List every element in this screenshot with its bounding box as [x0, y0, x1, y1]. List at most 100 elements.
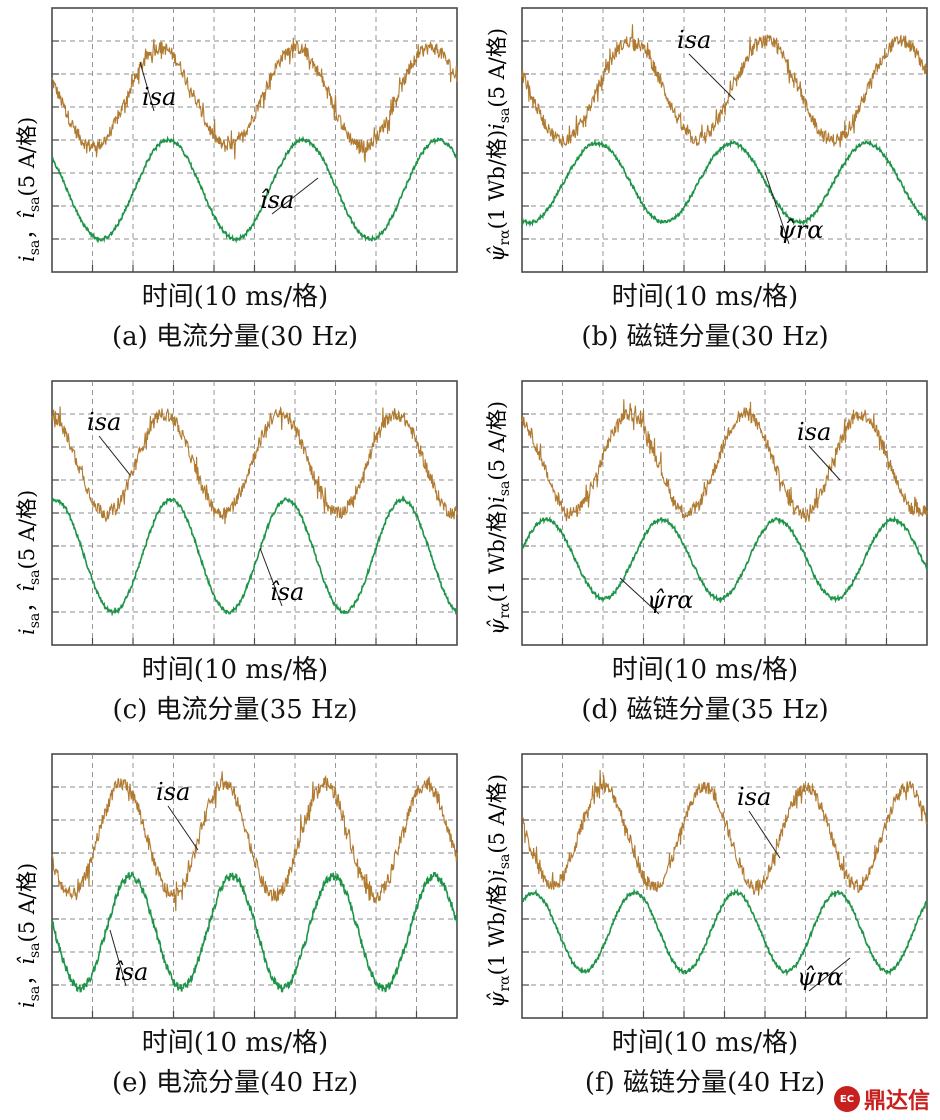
ylabel-part: ψ̂	[485, 618, 509, 635]
trace-_sa-a	[51, 135, 458, 244]
ylabel-part: (1 Wb/格)	[485, 503, 509, 603]
series-label-e-1: îsa	[114, 958, 148, 986]
leader-a-1	[271, 177, 319, 215]
ylabel-a: isa，îsa(5 A/格)	[15, 117, 43, 262]
caption-e: (e) 电流分量(40 Hz)	[112, 1068, 358, 1098]
caption-a: (a) 电流分量(30 Hz)	[111, 322, 359, 352]
ylabel-part: rα	[497, 602, 513, 619]
xlabel-f: 时间(10 ms/格)	[611, 1028, 799, 1058]
leader-c-0	[98, 435, 131, 476]
leader-d-0	[808, 445, 841, 481]
trace-i_sa-f	[521, 769, 928, 896]
ylabel-part: i	[15, 628, 39, 635]
ylabel-f: ψ̂rα(1 Wb/格)isa(5 A/格)	[485, 774, 513, 1008]
ylabel-part: î	[15, 583, 39, 592]
leader-c-1	[259, 547, 283, 607]
series-label-f-1: ψ̂rα	[797, 963, 844, 991]
trace-_sa-c	[51, 495, 458, 617]
ylabel-part: (5 A/格)	[485, 774, 509, 854]
ylabel-b: ψ̂rα(1 Wb/格)isa(5 A/格)	[485, 28, 513, 262]
panel-e: isa îsa isa，îsa(5 A/格) 时间(10 ms/格) (e) 电流分…	[0, 746, 470, 1119]
ylabel-part: sa	[27, 943, 43, 959]
leader-f-1	[808, 957, 851, 992]
xlabel-b: 时间(10 ms/格)	[611, 282, 799, 312]
ylabel-part: i	[15, 255, 39, 262]
leader-f-0	[748, 810, 781, 859]
ylabel-part: ，	[15, 592, 39, 613]
xlabel-a: 时间(10 ms/格)	[141, 282, 329, 312]
caption-f: (f) 磁链分量(40 Hz)	[584, 1068, 826, 1098]
panel-c: isa îsa isa，îsa(5 A/格) 时间(10 ms/格) (c) 电流分…	[0, 373, 470, 746]
ylabel-part: î	[15, 210, 39, 219]
ylabel-part: ψ̂	[485, 991, 509, 1008]
ylabel-part: (5 A/格)	[15, 490, 39, 570]
caption-c: (c) 电流分量(35 Hz)	[112, 695, 358, 725]
watermark-text: 鼎达信	[863, 1089, 930, 1114]
caption-b: (b) 磁链分量(30 Hz)	[581, 322, 829, 352]
ylabel-part: sa	[497, 108, 513, 124]
logo-mark-icon: EC	[833, 1086, 860, 1112]
ylabel-part: ψ̂	[485, 245, 509, 262]
ylabel-part: sa	[497, 854, 513, 870]
ylabel-part: rα	[497, 229, 513, 246]
ylabel-d: ψ̂rα(1 Wb/格)isa(5 A/格)	[485, 401, 513, 635]
leader-e-0	[167, 805, 199, 851]
ylabel-c: isa，îsa(5 A/格)	[15, 490, 43, 635]
ylabel-part: (1 Wb/格)	[485, 876, 509, 976]
ylabel-part: sa	[27, 570, 43, 586]
watermark-logo: EC 鼎达信	[829, 1082, 934, 1116]
ylabel-part: i	[485, 123, 509, 130]
trace-_r-d	[521, 515, 928, 604]
series-label-a-0: isa	[142, 83, 176, 111]
panel-f: isa ψ̂rα ψ̂rα(1 Wb/格)isa(5 A/格) 时间(10 ms/格…	[470, 746, 940, 1119]
series-label-b-1: ψ̂rα	[777, 216, 824, 244]
series-label-e-0: isa	[156, 778, 190, 806]
trace-i_sa-d	[521, 399, 928, 523]
trace-i_sa-b	[521, 24, 928, 148]
ylabel-part: (1 Wb/格)	[485, 130, 509, 230]
ylabel-part: (5 A/格)	[15, 863, 39, 943]
xlabel-e: 时间(10 ms/格)	[141, 1028, 329, 1058]
series-label-d-1: ψ̂rα	[647, 586, 694, 614]
ylabel-part: sa	[27, 240, 43, 256]
series-label-d-0: isa	[797, 418, 831, 446]
series-label-f-0: isa	[737, 783, 771, 811]
leader-b-1	[764, 171, 790, 245]
ylabel-part: ，	[15, 219, 39, 240]
panel-d: isa ψ̂rα ψ̂rα(1 Wb/格)isa(5 A/格) 时间(10 ms/格…	[470, 373, 940, 746]
ylabel-part: sa	[27, 197, 43, 213]
leader-e-1	[109, 929, 127, 987]
trace-i_sa-a	[51, 37, 458, 163]
series-label-a-1: îsa	[260, 186, 294, 214]
ylabel-part: sa	[497, 481, 513, 497]
panel-a: isa îsa isa，îsa(5 A/格) 时间(10 ms/格) (a) 电流分…	[0, 0, 470, 373]
ylabel-part: (5 A/格)	[485, 28, 509, 108]
ylabel-part: i	[485, 869, 509, 876]
ylabel-e: isa，îsa(5 A/格)	[15, 863, 43, 1008]
ylabel-part: (5 A/格)	[485, 401, 509, 481]
ylabel-part: ，	[15, 965, 39, 986]
trace-_sa-e	[51, 871, 458, 993]
trace-i_sa-e	[51, 771, 458, 912]
ylabel-part: rα	[497, 975, 513, 992]
series-label-c-0: isa	[87, 408, 121, 436]
leader-a-0	[139, 61, 155, 112]
caption-d: (d) 磁链分量(35 Hz)	[581, 695, 829, 725]
ylabel-part: sa	[27, 986, 43, 1002]
ylabel-part: sa	[27, 613, 43, 629]
leader-b-0	[688, 53, 736, 101]
xlabel-c: 时间(10 ms/格)	[141, 655, 329, 685]
series-label-c-1: îsa	[270, 578, 304, 606]
ylabel-part: i	[15, 1001, 39, 1008]
trace-_r-b	[521, 138, 928, 228]
trace-i_sa-c	[51, 405, 458, 525]
leader-d-1	[619, 577, 660, 615]
panel-b: isa ψ̂rα ψ̂rα(1 Wb/格)isa(5 A/格) 时间(10 ms/格…	[470, 0, 940, 373]
ylabel-part: î	[15, 956, 39, 965]
series-label-b-0: isa	[677, 26, 711, 54]
